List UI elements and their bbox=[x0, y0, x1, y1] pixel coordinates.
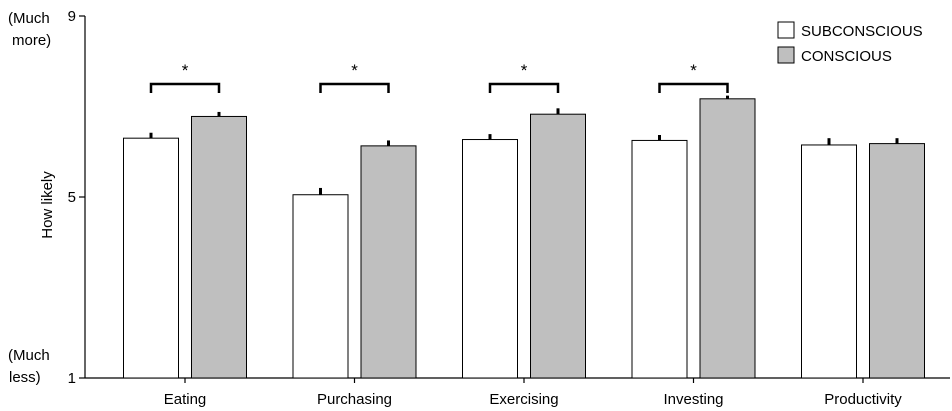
bar-1-2 bbox=[530, 113, 586, 379]
y-tick-label-1: 5 bbox=[68, 189, 76, 206]
legend-label-1: CONSCIOUS bbox=[801, 48, 892, 65]
legend: SUBCONSCIOUS CONSCIOUS bbox=[777, 21, 923, 65]
legend-label-0: SUBCONSCIOUS bbox=[801, 23, 923, 40]
y-ticks: 1 5 9 bbox=[68, 8, 85, 387]
y-top-extreme-label-1: (Much bbox=[8, 10, 50, 27]
significance-bracket-0 bbox=[149, 82, 221, 93]
bar-1-1 bbox=[360, 145, 417, 379]
bar-0-3 bbox=[631, 139, 688, 379]
y-axis-title: How likely bbox=[39, 171, 56, 239]
significance-label-3: * bbox=[690, 61, 697, 80]
bar-1-4 bbox=[869, 143, 925, 379]
x-tick-label-0: Eating bbox=[164, 391, 207, 408]
bar-1-0 bbox=[191, 115, 247, 379]
bar-0-0 bbox=[123, 137, 179, 379]
error-bars bbox=[149, 95, 899, 195]
y-tick-label-2: 9 bbox=[68, 8, 76, 25]
significance-label-1: * bbox=[351, 61, 358, 80]
y-bottom-extreme-label-2: less) bbox=[9, 369, 41, 386]
bar-0-4 bbox=[801, 144, 857, 379]
y-top-extreme-label-2: more) bbox=[12, 32, 51, 49]
significance-label-0: * bbox=[182, 61, 189, 80]
bars bbox=[123, 98, 925, 379]
x-tick-label-1: Purchasing bbox=[317, 391, 392, 408]
bar-0-2 bbox=[462, 139, 518, 379]
significance-label-2: * bbox=[521, 61, 528, 80]
x-tick-label-4: Productivity bbox=[824, 391, 902, 408]
y-bottom-extreme-label-1: (Much bbox=[8, 347, 50, 364]
legend-swatch-1 bbox=[777, 46, 795, 64]
bar-1-3 bbox=[699, 98, 756, 379]
x-tick-label-2: Exercising bbox=[489, 391, 558, 408]
significance-brackets: * * * * bbox=[149, 61, 729, 93]
significance-bracket-2 bbox=[488, 82, 560, 93]
bar-0-1 bbox=[292, 194, 349, 379]
significance-bracket-1 bbox=[319, 82, 390, 93]
y-tick-label-0: 1 bbox=[68, 370, 76, 387]
legend-swatch-0 bbox=[777, 21, 795, 39]
significance-bracket-3 bbox=[658, 82, 729, 93]
x-tick-label-3: Investing bbox=[663, 391, 723, 408]
x-tick-labels: Eating Purchasing Exercising Investing Produ… bbox=[164, 378, 902, 408]
